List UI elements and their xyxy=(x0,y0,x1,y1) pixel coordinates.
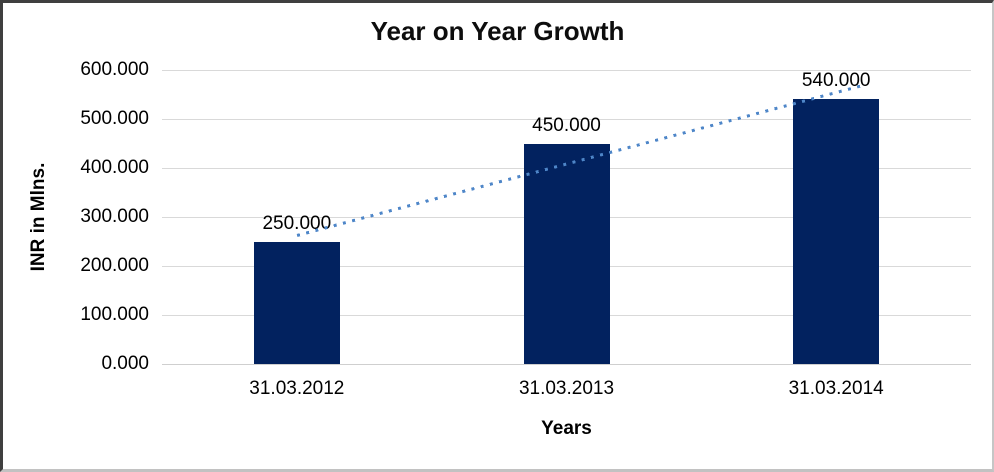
x-tick-label: 31.03.2012 xyxy=(249,378,345,399)
chart-title: Year on Year Growth xyxy=(370,16,625,46)
y-tick-label: 400.000 xyxy=(80,157,149,178)
bar-value-label: 450.000 xyxy=(532,114,601,136)
x-tick-label: 31.03.2013 xyxy=(518,378,615,399)
x-axis-title: Years xyxy=(541,418,592,439)
chart-canvas: Year on Year Growth INR in Mlns. Years 6… xyxy=(3,3,992,469)
y-tick-label: 200.000 xyxy=(80,255,149,276)
y-tick-label: 300.000 xyxy=(80,206,149,227)
bar xyxy=(253,241,340,364)
bar-value-label: 540.000 xyxy=(801,70,871,92)
y-tick-label: 100.000 xyxy=(80,304,149,325)
bar xyxy=(523,143,610,364)
gridline xyxy=(162,119,971,120)
y-tick-label: 0.000 xyxy=(101,353,149,374)
y-tick-label: 600.000 xyxy=(80,59,149,80)
x-axis-line xyxy=(162,364,971,365)
x-tick-label: 31.03.2014 xyxy=(788,378,884,399)
gridline xyxy=(162,70,971,71)
bar xyxy=(793,99,880,364)
y-tick-label: 500.000 xyxy=(80,108,149,129)
